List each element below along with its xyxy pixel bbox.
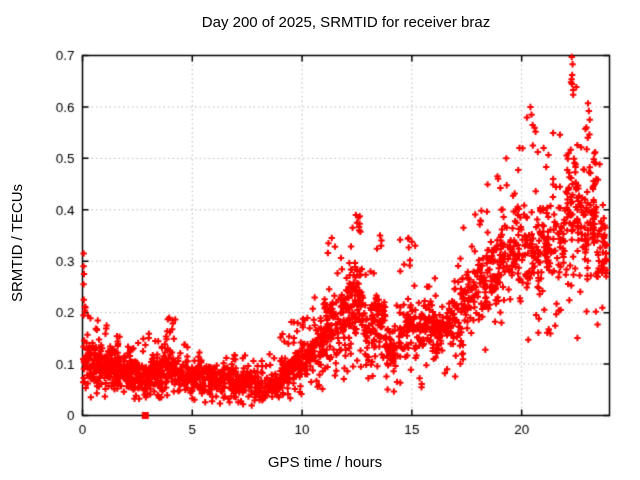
x-axis-label: GPS time / hours [267, 454, 383, 471]
y-axis-label: SRMTID / TECUs [9, 183, 26, 303]
chart-title: Day 200 of 2025, SRMTID for receiver bra… [201, 14, 491, 31]
